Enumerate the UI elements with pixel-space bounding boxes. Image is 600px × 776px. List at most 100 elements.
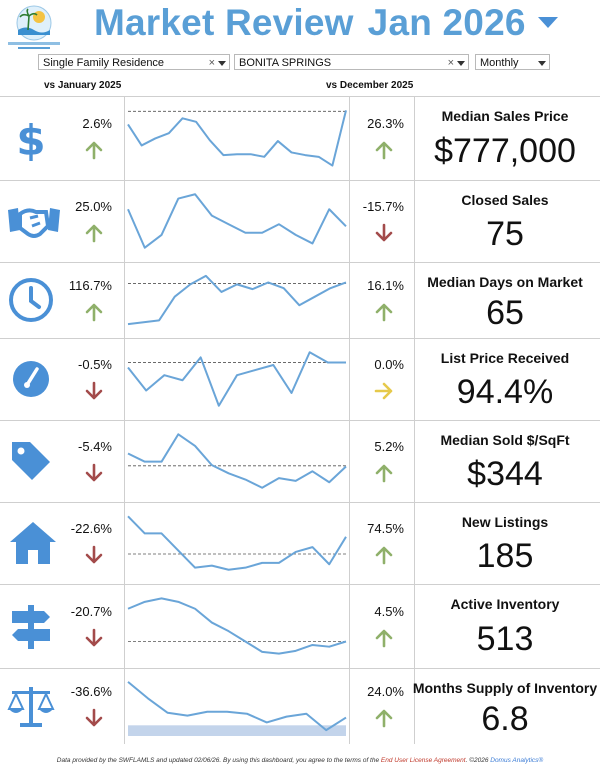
clear-icon[interactable]: × (447, 57, 454, 69)
sparkline-series (127, 597, 347, 655)
sparkline-chart (127, 515, 347, 571)
divider (0, 338, 600, 339)
yoy-change: -0.5% (78, 357, 112, 372)
property-type-value: Single Family Residence (43, 57, 165, 69)
arrow-down-icon (374, 223, 394, 243)
yoy-change: -5.4% (78, 439, 112, 454)
sparkline-series (127, 274, 347, 326)
mom-change: 4.5% (374, 604, 404, 619)
yoy-change: 116.7% (68, 278, 112, 293)
chevron-down-icon (218, 61, 226, 66)
eula-link[interactable]: End User License Agreement (380, 757, 466, 764)
metric-value: 513 (476, 620, 534, 658)
arrow-right-icon (374, 381, 394, 401)
price-tag-icon (6, 436, 56, 486)
divider (0, 420, 600, 421)
arrow-down-icon (84, 463, 104, 483)
handshake-icon (6, 196, 60, 246)
footer-copyright: . ©2026 (465, 757, 491, 764)
sparkline-chart (127, 110, 347, 167)
sparkline-series (127, 193, 347, 249)
mom-change: 74.5% (367, 521, 404, 536)
metric-label: New Listings (461, 514, 549, 530)
metric-label: Active Inventory (450, 596, 560, 612)
title-text: Market Review (94, 2, 354, 43)
arrow-down-icon (84, 708, 104, 728)
arrow-up-icon (84, 140, 104, 160)
target-band (128, 725, 346, 736)
domus-analytics-link[interactable]: Domus Analytics® (490, 757, 544, 764)
divider (0, 668, 600, 669)
gauge-icon (6, 354, 56, 404)
arrow-down-icon (84, 545, 104, 565)
arrow-up-icon (374, 302, 394, 322)
yoy-change: -36.6% (70, 684, 112, 699)
arrow-up-icon (374, 545, 394, 565)
metric-value: 75 (486, 215, 524, 253)
metric-value: 185 (476, 537, 534, 575)
scales-icon (6, 681, 56, 731)
arrow-up-icon (374, 628, 394, 648)
sparkline-series (127, 110, 347, 167)
title-month: Jan 2026 (367, 2, 526, 43)
clear-icon[interactable]: × (208, 57, 215, 69)
period-select[interactable]: Monthly (475, 54, 550, 70)
arrow-up-icon (84, 223, 104, 243)
area-value: BONITA SPRINGS (239, 57, 332, 69)
metric-label: Median Sales Price (441, 108, 569, 124)
dropdown-caret-icon[interactable] (538, 17, 558, 28)
divider (0, 96, 600, 97)
sparkline-chart (127, 193, 347, 249)
arrow-up-icon (374, 140, 394, 160)
arrow-down-icon (84, 381, 104, 401)
divider (0, 584, 600, 585)
sparkline-chart (127, 681, 347, 736)
sparkline-chart (127, 597, 347, 655)
area-select[interactable]: BONITA SPRINGS × (234, 54, 469, 70)
metric-label: Median Sold $/SqFt (440, 432, 570, 448)
mom-change: 5.2% (374, 439, 404, 454)
column-header-mom: vs December 2025 (326, 80, 414, 91)
metric-label: Months Supply of Inventory (412, 680, 598, 696)
yoy-change: 25.0% (75, 199, 112, 214)
column-header-yoy: vs January 2025 (44, 80, 122, 91)
arrow-up-icon (374, 708, 394, 728)
metric-value: 65 (486, 294, 524, 332)
mom-change: 16.1% (367, 278, 404, 293)
divider (0, 502, 600, 503)
clock-icon (6, 275, 56, 325)
metric-value: 94.4% (456, 373, 554, 411)
chevron-down-icon (538, 61, 546, 66)
yoy-change: -22.6% (70, 521, 112, 536)
sparkline-series (127, 515, 347, 571)
period-value: Monthly (480, 57, 519, 69)
sparkline-series (127, 433, 347, 489)
metric-value: $344 (467, 455, 543, 493)
sparkline-chart (127, 351, 346, 407)
mom-change: 24.0% (367, 684, 404, 699)
arrow-down-icon (84, 628, 104, 648)
metric-label: Median Days on Market (427, 274, 583, 290)
footer-text: Data provided by the SWFLAMLS and update… (56, 757, 381, 764)
arrow-up-icon (84, 302, 104, 322)
property-type-select[interactable]: Single Family Residence × (38, 54, 230, 70)
sparkline-series (127, 351, 346, 407)
mom-change: 0.0% (374, 357, 404, 372)
yoy-change: 2.6% (82, 116, 112, 131)
page-title: Market Review Jan 2026 (94, 2, 525, 44)
footer-disclaimer: Data provided by the SWFLAMLS and update… (0, 757, 600, 764)
arrow-up-icon (374, 463, 394, 483)
metric-label: List Price Received (440, 350, 570, 366)
metric-value: $777,000 (434, 132, 576, 170)
house-icon (6, 518, 56, 568)
sparkline-series (127, 681, 347, 732)
signpost-icon (6, 601, 56, 651)
mom-change: -15.7% (362, 199, 404, 214)
divider (0, 262, 600, 263)
metric-label: Closed Sales (461, 192, 549, 208)
sparkline-chart (127, 433, 347, 489)
sparkline-chart (127, 274, 347, 326)
metric-value: 6.8 (481, 700, 529, 738)
divider (0, 180, 600, 181)
company-logo (6, 3, 62, 51)
